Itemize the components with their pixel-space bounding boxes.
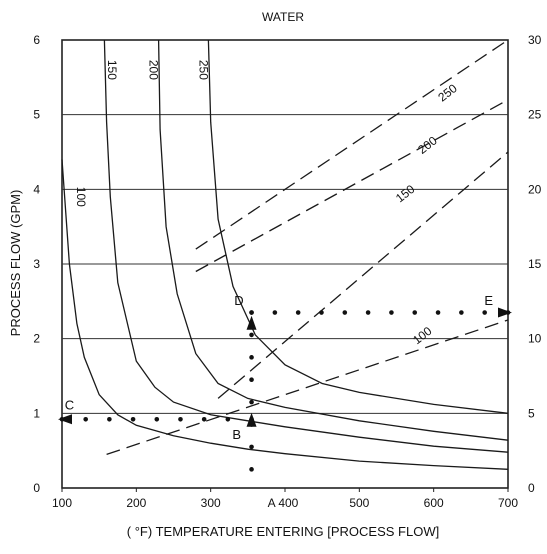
arrowhead [246, 315, 257, 330]
x-tick-label: 200 [126, 496, 146, 510]
path-dot [249, 377, 254, 383]
x-tick-label: 100 [52, 496, 72, 510]
annotation-label: B [232, 427, 241, 442]
path-dot [482, 310, 487, 315]
chart-title: WATER [262, 10, 304, 24]
path-dot [201, 417, 207, 422]
path-dot [249, 399, 254, 405]
series-label: 150 [393, 182, 418, 206]
path-dot [249, 467, 254, 472]
y-right-tick-label: 20 [528, 182, 542, 196]
y-axis-label: PROCESS FLOW (GPM) [8, 190, 23, 337]
path-dot [412, 310, 418, 315]
solid-series-line [61, 159, 509, 470]
y-tick-label: 0 [33, 481, 40, 495]
x-tick-label: A 400 [268, 496, 299, 510]
x-tick-label: 700 [498, 496, 518, 510]
annotation-label: D [234, 293, 243, 308]
dotted-paths [58, 307, 512, 472]
x-tick-label: 600 [424, 496, 444, 510]
x-axis-label: ( °F) TEMPERATURE ENTERING [PROCESS FLOW… [127, 524, 439, 539]
series-label: 200 [415, 133, 440, 157]
path-dot [249, 332, 254, 338]
y-tick-label: 3 [33, 257, 40, 271]
series-label: 150 [105, 60, 119, 80]
arrowhead [58, 414, 72, 425]
y-tick-label: 5 [33, 108, 40, 122]
series-label: 200 [147, 60, 161, 80]
path-dot [389, 310, 394, 315]
path-dot [319, 310, 324, 315]
dashed-series-line [217, 151, 509, 399]
y-right-tick-label: 10 [528, 332, 542, 346]
arrowhead [246, 412, 257, 427]
path-dot [130, 417, 136, 422]
solid-series-line [103, 39, 509, 453]
solid-series-line [157, 39, 509, 441]
path-dot [272, 310, 278, 315]
path-dot [459, 310, 464, 315]
x-tick-label: 300 [201, 496, 221, 510]
path-dot [342, 310, 348, 315]
y-right-tick-label: 0 [528, 481, 535, 495]
path-dot [249, 355, 254, 360]
path-dot [225, 417, 231, 422]
grid-lines [61, 39, 509, 492]
path-dot [107, 417, 112, 422]
y-tick-label: 2 [33, 332, 40, 346]
y-tick-label: 6 [33, 33, 40, 47]
y-right-tick-label: 5 [528, 406, 535, 420]
tick-and-curve-labels: 0 1 2 3 4 5 6 0 5 10 15 20 25 30 100 200 300 A 400 500 600 7… [33, 33, 541, 510]
path-dot [249, 444, 254, 450]
path-dot [154, 417, 160, 422]
y-tick-label: 4 [33, 182, 40, 196]
solid-series-line [207, 39, 509, 414]
path-dot [83, 417, 88, 422]
series-label: 100 [74, 187, 88, 207]
annotation-label: E [484, 293, 493, 308]
path-dot [435, 310, 441, 315]
path-dot [295, 310, 301, 315]
y-right-tick-label: 15 [528, 257, 542, 271]
series-label: 100 [410, 324, 435, 348]
dashed-series-line [195, 99, 509, 273]
y-right-tick-label: 30 [528, 33, 542, 47]
series-label: 250 [435, 81, 460, 105]
arrowhead [498, 307, 512, 318]
path-dot [249, 310, 254, 315]
dashed-series-line [195, 39, 509, 250]
y-right-tick-label: 25 [528, 108, 542, 122]
annotation-label: C [65, 397, 74, 412]
series-label: 250 [197, 60, 211, 80]
path-dot [365, 310, 371, 315]
series-lines [61, 39, 509, 470]
dashed-series-line [106, 319, 509, 456]
x-tick-label: 500 [349, 496, 369, 510]
path-dot [178, 417, 183, 422]
y-tick-label: 1 [33, 406, 40, 420]
